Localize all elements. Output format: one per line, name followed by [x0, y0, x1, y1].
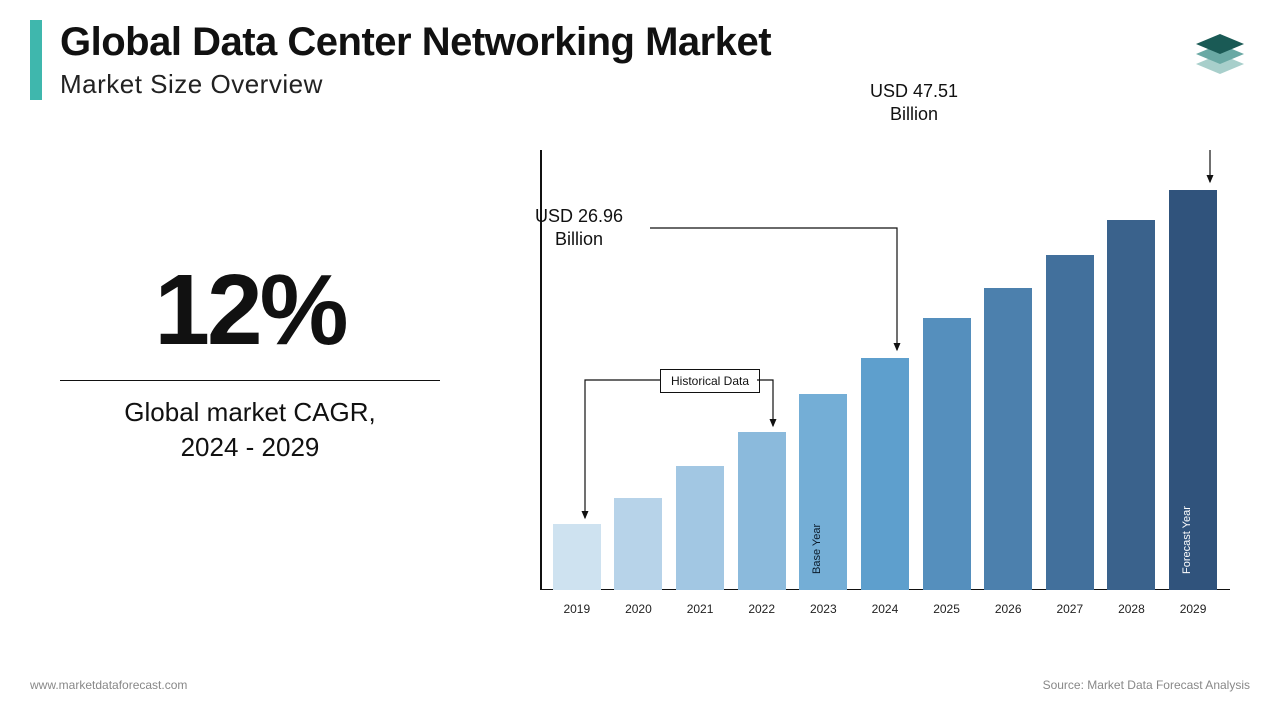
cagr-value: 12%: [40, 260, 460, 360]
bar-slot: [613, 498, 663, 590]
bars-container: Base Year Forecast Year: [540, 150, 1230, 590]
bar-slot: [552, 524, 602, 590]
callout-2029-line2: Billion: [890, 104, 938, 124]
bar: [923, 318, 971, 590]
bar-slot: [860, 358, 910, 590]
market-size-chart: Base Year Forecast Year USD 26.96 Billion…: [520, 150, 1240, 620]
x-axis-label: 2025: [922, 602, 972, 616]
brand-logo-icon: [1190, 20, 1250, 80]
bar: Forecast Year: [1169, 190, 1217, 590]
cagr-divider: [60, 380, 440, 381]
callout-2029: USD 47.51 Billion: [870, 80, 958, 125]
historical-data-box: Historical Data: [660, 369, 760, 393]
bar-slot: [1106, 220, 1156, 590]
bar-slot: Base Year: [798, 394, 848, 590]
bar: Base Year: [799, 394, 847, 590]
bar: [1107, 220, 1155, 590]
x-axis-label: 2028: [1106, 602, 1156, 616]
x-axis-label: 2021: [675, 602, 725, 616]
bar-slot: Forecast Year: [1168, 190, 1218, 590]
bar: [553, 524, 601, 590]
bar-slot: [983, 288, 1033, 590]
x-axis-label: 2022: [737, 602, 787, 616]
historical-data-label: Historical Data: [671, 374, 749, 388]
bar-slot: [922, 318, 972, 590]
page-subtitle: Market Size Overview: [60, 69, 771, 100]
callout-2024: USD 26.96 Billion: [535, 205, 623, 250]
bar: [861, 358, 909, 590]
bar-base-year-label: Base Year: [811, 524, 823, 574]
bar: [614, 498, 662, 590]
x-axis-label: 2027: [1045, 602, 1095, 616]
footer-source: Source: Market Data Forecast Analysis: [1043, 678, 1250, 692]
page-title: Global Data Center Networking Market: [60, 20, 771, 65]
callout-2029-line1: USD 47.51: [870, 81, 958, 101]
cagr-label: Global market CAGR, 2024 - 2029: [40, 395, 460, 465]
x-axis-label: 2019: [552, 602, 602, 616]
x-axis-label: 2023: [798, 602, 848, 616]
cagr-panel: 12% Global market CAGR, 2024 - 2029: [40, 260, 460, 465]
bar-forecast-year-label: Forecast Year: [1181, 506, 1193, 574]
header-block: Global Data Center Networking Market Mar…: [30, 20, 771, 100]
bar: [676, 466, 724, 590]
bar-slot: [737, 432, 787, 590]
cagr-label-line1: Global market CAGR,: [124, 397, 375, 427]
bar-slot: [675, 466, 725, 590]
bar: [738, 432, 786, 590]
bar: [1046, 255, 1094, 590]
accent-bar: [30, 20, 42, 100]
title-group: Global Data Center Networking Market Mar…: [60, 20, 771, 100]
x-axis-label: 2020: [613, 602, 663, 616]
callout-2024-line2: Billion: [555, 229, 603, 249]
bar: [984, 288, 1032, 590]
callout-2024-line1: USD 26.96: [535, 206, 623, 226]
bar-slot: [1045, 255, 1095, 590]
page-root: Global Data Center Networking Market Mar…: [0, 0, 1280, 720]
cagr-label-line2: 2024 - 2029: [181, 432, 320, 462]
x-axis-label: 2024: [860, 602, 910, 616]
x-axis-label: 2029: [1168, 602, 1218, 616]
x-axis-labels: 2019 2020 2021 2022 2023 2024 2025 2026 2027 2028…: [540, 602, 1230, 616]
footer-url: www.marketdataforecast.com: [30, 678, 187, 692]
chart-plot-area: Base Year Forecast Year: [540, 150, 1230, 590]
x-axis-label: 2026: [983, 602, 1033, 616]
